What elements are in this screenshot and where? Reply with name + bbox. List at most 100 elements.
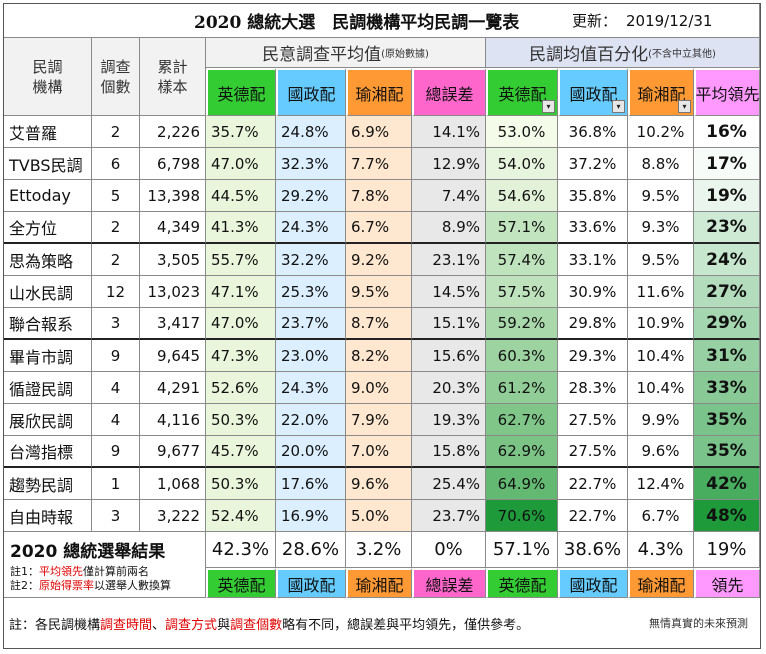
footer-note: 註：各民調機構 調查時間、調查方式與調查個數 略有不同，總誤差與平均領先，僅供參考。… xyxy=(4,598,760,648)
row-yu-pct: 10.4% xyxy=(628,340,694,372)
footer-fragment: 調查方式 xyxy=(165,617,218,633)
row-lead: 19% xyxy=(694,180,760,212)
row-guo: 29.2% xyxy=(276,180,346,212)
row-yu: 6.9% xyxy=(346,116,412,148)
row-yu: 7.9% xyxy=(346,404,412,436)
result-guo: 28.6% xyxy=(276,532,346,568)
row-lead: 48% xyxy=(694,500,760,532)
result-ying: 42.3% xyxy=(206,532,276,568)
col-header-ying-pct[interactable]: 英德配 ▾ xyxy=(486,68,558,116)
row-org: 思為策略 xyxy=(4,244,92,276)
title-bar: 2020 總統大選 民調機構平均民調一覽表 更新： 2019/12/31 xyxy=(4,4,760,38)
row-guo: 32.2% xyxy=(276,244,346,276)
row-yu-pct: 10.4% xyxy=(628,372,694,404)
filter-dropdown-icon[interactable]: ▾ xyxy=(612,100,625,113)
row-sample: 4,116 xyxy=(140,404,206,436)
col-header-guo-pct[interactable]: 國政配 ▾ xyxy=(558,68,628,116)
row-err: 25.4% xyxy=(412,468,486,500)
row-sample: 13,398 xyxy=(140,180,206,212)
row-sample: 3,505 xyxy=(140,244,206,276)
row-err: 12.9% xyxy=(412,148,486,180)
row-org: 循證民調 xyxy=(4,372,92,404)
row-ying-pct: 54.6% xyxy=(486,180,558,212)
row-guo: 23.7% xyxy=(276,308,346,340)
row-ying-pct: 57.1% xyxy=(486,212,558,244)
row-yu-pct: 11.6% xyxy=(628,276,694,308)
row-guo-pct: 33.6% xyxy=(558,212,628,244)
row-err: 19.3% xyxy=(412,404,486,436)
col-header-yu-pct[interactable]: 瑜湘配 ▾ xyxy=(628,68,694,116)
result-title: 2020 總統選舉結果 xyxy=(10,541,166,562)
col-header-err: 總誤差 xyxy=(412,68,486,116)
row-ying: 50.3% xyxy=(206,468,276,500)
filter-dropdown-icon[interactable]: ▾ xyxy=(542,100,555,113)
row-guo: 22.0% xyxy=(276,404,346,436)
filter-dropdown-icon[interactable]: ▾ xyxy=(678,100,691,113)
result-guo-pct: 38.6% xyxy=(558,532,628,568)
row-yu: 6.7% xyxy=(346,212,412,244)
row-guo-pct: 22.7% xyxy=(558,468,628,500)
row-yu: 7.8% xyxy=(346,180,412,212)
footer-fragment: 調查個數 xyxy=(230,617,283,633)
bottom-label-ying-pct: 英德配 xyxy=(486,568,558,598)
row-org: 艾普羅 xyxy=(4,116,92,148)
row-sample: 6,798 xyxy=(140,148,206,180)
row-lead: 27% xyxy=(694,276,760,308)
row-yu-pct: 9.6% xyxy=(628,436,694,468)
row-guo: 24.3% xyxy=(276,212,346,244)
row-sample: 1,068 xyxy=(140,468,206,500)
row-ying-pct: 57.5% xyxy=(486,276,558,308)
row-err: 20.3% xyxy=(412,372,486,404)
row-count: 3 xyxy=(92,308,140,340)
row-ying: 44.5% xyxy=(206,180,276,212)
poll-table: 2020 總統大選 民調機構平均民調一覽表 更新： 2019/12/31 民調 … xyxy=(3,3,761,649)
row-lead: 35% xyxy=(694,436,760,468)
row-ying: 47.1% xyxy=(206,276,276,308)
row-org: 展欣民調 xyxy=(4,404,92,436)
bottom-label-lead: 領先 xyxy=(694,568,760,598)
row-guo-pct: 33.1% xyxy=(558,244,628,276)
row-yu: 9.5% xyxy=(346,276,412,308)
bottom-label-guo: 國政配 xyxy=(276,568,346,598)
note-2: 註2：原始得票率以選舉人數換算 xyxy=(10,579,171,593)
row-org: TVBS民調 xyxy=(4,148,92,180)
note-fragment: 註1： xyxy=(10,564,39,578)
row-guo-pct: 27.5% xyxy=(558,404,628,436)
row-sample: 13,023 xyxy=(140,276,206,308)
row-err: 14.1% xyxy=(412,116,486,148)
col-header-guo: 國政配 xyxy=(276,68,346,116)
row-ying-pct: 60.3% xyxy=(486,340,558,372)
row-yu-pct: 10.9% xyxy=(628,308,694,340)
col-header-ying: 英德配 xyxy=(206,68,276,116)
row-count: 12 xyxy=(92,276,140,308)
row-org: 台灣指標 xyxy=(4,436,92,468)
row-sample: 4,349 xyxy=(140,212,206,244)
row-ying-pct: 64.9% xyxy=(486,468,558,500)
row-ying-pct: 59.2% xyxy=(486,308,558,340)
group-header-normalized: 民調均值百分化 (不含中立其他) xyxy=(486,38,760,68)
row-ying: 47.0% xyxy=(206,308,276,340)
row-org: 山水民調 xyxy=(4,276,92,308)
row-guo: 16.9% xyxy=(276,500,346,532)
row-count: 3 xyxy=(92,500,140,532)
row-org: 自由時報 xyxy=(4,500,92,532)
row-err: 7.4% xyxy=(412,180,486,212)
row-count: 2 xyxy=(92,116,140,148)
row-guo-pct: 35.8% xyxy=(558,180,628,212)
group-raw-note: (原始數據) xyxy=(381,49,429,60)
col-header-sample: 累計 樣本 xyxy=(140,38,206,116)
row-yu: 7.7% xyxy=(346,148,412,180)
row-count: 4 xyxy=(92,372,140,404)
row-yu-pct: 9.9% xyxy=(628,404,694,436)
row-count: 1 xyxy=(92,468,140,500)
row-err: 23.1% xyxy=(412,244,486,276)
footer-fragment: 註：各民調機構 xyxy=(9,617,101,633)
row-guo-pct: 29.8% xyxy=(558,308,628,340)
footer-fragment: 略有不同，總誤差與平均領先，僅供參考。 xyxy=(282,617,530,633)
bottom-label-guo-pct: 國政配 xyxy=(558,568,628,598)
row-ying: 41.3% xyxy=(206,212,276,244)
row-ying: 47.0% xyxy=(206,148,276,180)
row-guo-pct: 27.5% xyxy=(558,436,628,468)
row-guo-pct: 30.9% xyxy=(558,276,628,308)
row-ying: 55.7% xyxy=(206,244,276,276)
